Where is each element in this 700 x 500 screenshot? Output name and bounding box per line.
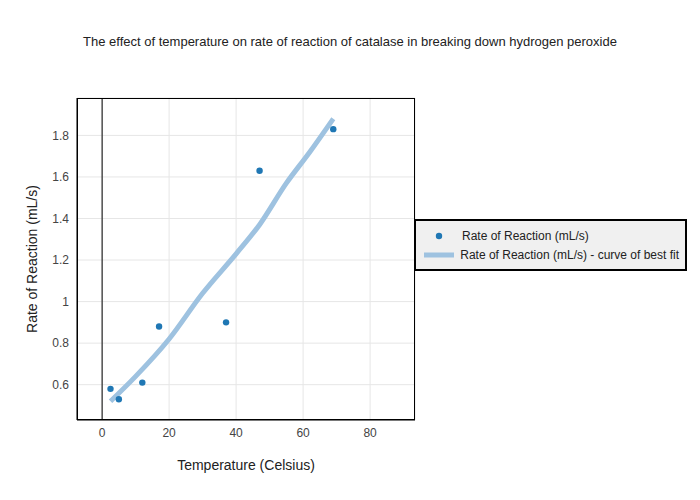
svg-text:1.8: 1.8 [52, 129, 69, 143]
svg-text:0.6: 0.6 [52, 378, 69, 392]
svg-text:60: 60 [296, 426, 310, 440]
svg-text:40: 40 [229, 426, 243, 440]
svg-text:1.4: 1.4 [52, 212, 69, 226]
svg-text:0.8: 0.8 [52, 336, 69, 350]
svg-text:0: 0 [99, 426, 106, 440]
svg-text:Rate of Reaction (mL/s): Rate of Reaction (mL/s) [24, 185, 40, 333]
svg-text:Temperature (Celsius): Temperature (Celsius) [177, 457, 315, 473]
svg-text:1.2: 1.2 [52, 253, 69, 267]
html-text:Rate of Reaction (mL/s): Rate of Reaction (mL/s) [462, 228, 589, 243]
svg-text:20: 20 [162, 426, 176, 440]
html-text:The effect of temperature on r: The effect of temperature on rate of rea… [83, 34, 617, 49]
svg-text:80: 80 [363, 426, 377, 440]
svg-text:1.6: 1.6 [52, 170, 69, 184]
html-text:Rate of Reaction (mL/s) - curv: Rate of Reaction (mL/s) - curve of best … [460, 247, 679, 262]
svg-text:1: 1 [62, 295, 69, 309]
